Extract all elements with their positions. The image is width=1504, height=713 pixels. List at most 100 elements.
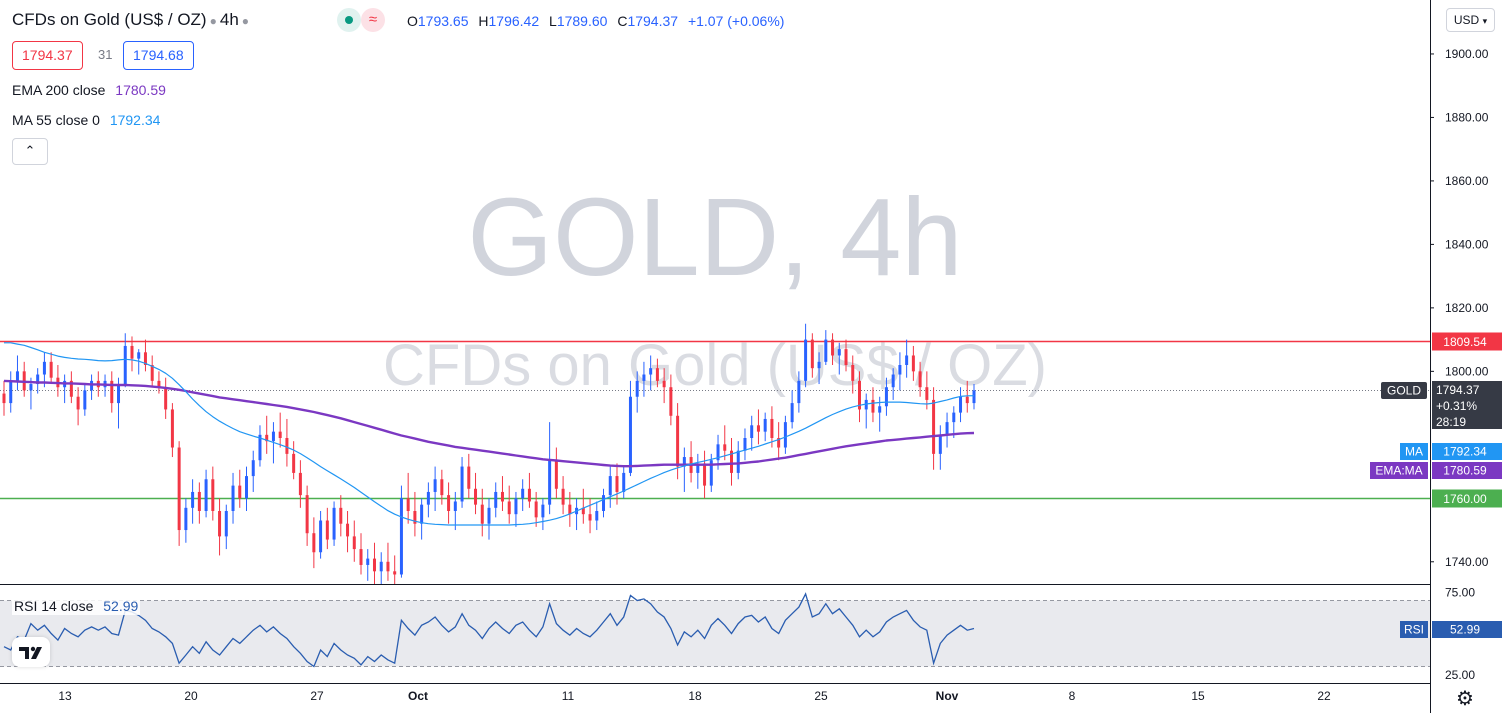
- candle-body[interactable]: [622, 472, 626, 492]
- candle-body[interactable]: [271, 431, 275, 442]
- candle-body[interactable]: [447, 495, 451, 511]
- candle-body[interactable]: [177, 447, 181, 531]
- candle-body[interactable]: [433, 479, 437, 492]
- candle-body[interactable]: [218, 511, 222, 537]
- candle-body[interactable]: [925, 387, 929, 400]
- candle-body[interactable]: [669, 387, 673, 416]
- candle-body[interactable]: [372, 558, 376, 572]
- candle-body[interactable]: [783, 422, 787, 448]
- candle-body[interactable]: [332, 507, 336, 540]
- candle-body[interactable]: [871, 399, 875, 413]
- candle-body[interactable]: [649, 368, 653, 375]
- candle-body[interactable]: [440, 479, 444, 496]
- candle-body[interactable]: [615, 476, 619, 492]
- candle-body[interactable]: [265, 434, 269, 442]
- candle-body[interactable]: [655, 368, 659, 381]
- candle-body[interactable]: [278, 431, 282, 438]
- support-price-tag[interactable]: [1432, 489, 1502, 508]
- candle-body[interactable]: [938, 434, 942, 454]
- candle-body[interactable]: [204, 479, 208, 511]
- candle-body[interactable]: [770, 418, 774, 438]
- candle-body[interactable]: [756, 425, 760, 432]
- candle-body[interactable]: [319, 520, 323, 553]
- candle-body[interactable]: [386, 561, 390, 572]
- candle-body[interactable]: [83, 390, 87, 410]
- candle-body[interactable]: [777, 438, 781, 448]
- candle-body[interactable]: [884, 387, 888, 407]
- candle-body[interactable]: [346, 523, 350, 537]
- ma-price-box[interactable]: [1432, 443, 1502, 460]
- candle-body[interactable]: [554, 460, 558, 489]
- candle-body[interactable]: [69, 380, 73, 397]
- candle-body[interactable]: [494, 491, 498, 508]
- candle-body[interactable]: [191, 491, 195, 508]
- candle-body[interactable]: [251, 460, 255, 477]
- candle-body[interactable]: [716, 444, 720, 461]
- sell-price-button[interactable]: 1794.37: [12, 41, 83, 70]
- candle-body[interactable]: [480, 504, 484, 524]
- candle-body[interactable]: [837, 349, 841, 356]
- candle-body[interactable]: [911, 355, 915, 372]
- data-delay-icon[interactable]: ≈: [361, 8, 385, 32]
- candle-body[interactable]: [905, 355, 909, 365]
- candle-body[interactable]: [123, 345, 127, 385]
- candle-body[interactable]: [298, 472, 302, 496]
- candle-body[interactable]: [561, 488, 565, 505]
- candle-body[interactable]: [703, 463, 707, 486]
- ema-legend[interactable]: EMA 200 close 1780.59: [12, 82, 166, 98]
- candle-body[interactable]: [285, 438, 289, 454]
- candle-body[interactable]: [117, 384, 121, 404]
- candle-body[interactable]: [453, 501, 457, 511]
- candle-body[interactable]: [379, 561, 383, 572]
- candle-body[interactable]: [750, 425, 754, 438]
- candle-body[interactable]: [844, 349, 848, 365]
- candle-body[interactable]: [352, 536, 356, 550]
- candle-body[interactable]: [110, 380, 114, 404]
- candle-body[interactable]: [736, 450, 740, 473]
- candle-body[interactable]: [258, 434, 262, 461]
- buy-price-button[interactable]: 1794.68: [123, 41, 194, 70]
- candle-body[interactable]: [541, 504, 545, 518]
- candle-body[interactable]: [312, 533, 316, 553]
- candle-body[interactable]: [932, 399, 936, 454]
- candle-body[interactable]: [211, 479, 215, 511]
- ma-legend[interactable]: MA 55 close 0 1792.34: [12, 112, 161, 128]
- candle-body[interactable]: [696, 463, 700, 473]
- candle-body[interactable]: [878, 406, 882, 413]
- gold-tag[interactable]: [1381, 382, 1427, 399]
- candle-body[interactable]: [2, 393, 6, 404]
- settings-gear-icon[interactable]: ⚙: [1456, 688, 1474, 710]
- candle-body[interactable]: [534, 501, 538, 518]
- candle-body[interactable]: [426, 491, 430, 505]
- candle-body[interactable]: [763, 418, 767, 432]
- candle-body[interactable]: [143, 352, 147, 365]
- candle-body[interactable]: [662, 380, 666, 388]
- candle-body[interactable]: [521, 488, 525, 499]
- ma-tag[interactable]: [1400, 443, 1428, 460]
- candle-body[interactable]: [164, 387, 168, 410]
- candle-body[interactable]: [635, 380, 639, 397]
- candle-body[interactable]: [945, 422, 949, 435]
- candle-body[interactable]: [9, 380, 13, 404]
- candle-body[interactable]: [810, 339, 814, 369]
- candle-body[interactable]: [595, 511, 599, 521]
- ema-price-box[interactable]: [1432, 462, 1502, 479]
- gold-price-box[interactable]: [1432, 381, 1502, 429]
- candle-body[interactable]: [682, 457, 686, 467]
- tradingview-logo[interactable]: [12, 637, 50, 667]
- candle-body[interactable]: [245, 476, 248, 499]
- candle-body[interactable]: [366, 558, 370, 565]
- candle-body[interactable]: [507, 501, 511, 515]
- candle-body[interactable]: [413, 511, 417, 524]
- rsi-tag[interactable]: [1400, 621, 1428, 638]
- candle-body[interactable]: [797, 380, 801, 404]
- candle-body[interactable]: [527, 488, 531, 502]
- candle-body[interactable]: [406, 498, 410, 511]
- candle-body[interactable]: [170, 409, 174, 448]
- candle-body[interactable]: [184, 507, 188, 531]
- candle-body[interactable]: [588, 514, 592, 521]
- candle-body[interactable]: [224, 511, 228, 537]
- rsi-price-box[interactable]: [1432, 621, 1502, 638]
- candle-body[interactable]: [568, 504, 572, 515]
- collapse-legend-button[interactable]: ⌃: [12, 138, 48, 165]
